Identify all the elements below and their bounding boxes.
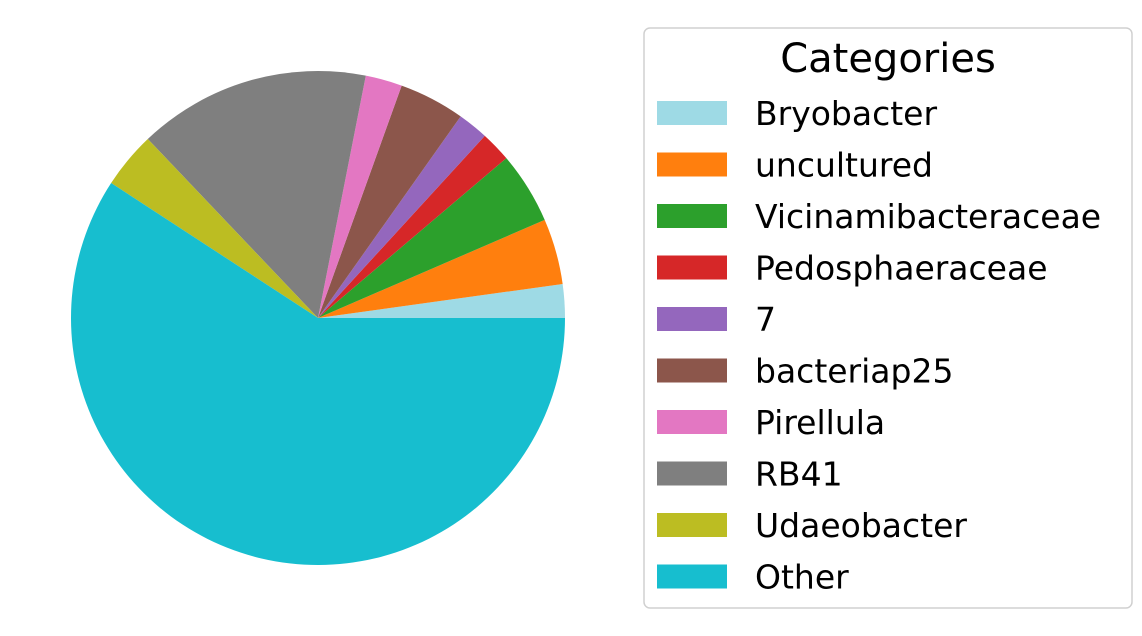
legend-swatch <box>657 513 727 537</box>
legend-label: Udaeobacter <box>755 506 967 545</box>
pie-slice-7 <box>318 116 485 319</box>
legend: Categories Bryobacter uncultured Vicinamib… <box>643 27 1133 609</box>
legend-swatch <box>657 564 727 589</box>
pie-slices <box>71 71 566 566</box>
legend-item-bacteriap25: bacteriap25 <box>657 352 953 391</box>
pie-slice-udaeobacter <box>111 139 318 318</box>
legend-item-pirellula: Pirellula <box>657 403 885 442</box>
legend-item-udaeobacter: Udaeobacter <box>657 506 967 545</box>
legend-item-vicinamibacteraceae: Vicinamibacteraceae <box>657 197 1101 236</box>
pie-slice-uncultured <box>318 219 563 318</box>
legend-swatch <box>657 101 727 125</box>
legend-swatch <box>657 461 727 486</box>
legend-label: uncultured <box>755 146 933 185</box>
legend-title: Categories <box>780 36 996 82</box>
legend-item-pedosphaeraceae: Pedosphaeraceae <box>657 249 1048 288</box>
pie-slice-vicinamibacteraceae <box>318 158 545 318</box>
legend-label: Bryobacter <box>755 94 937 133</box>
legend-label: 7 <box>755 300 776 339</box>
legend-item-bryobacter: Bryobacter <box>657 94 937 133</box>
pie-slice-rb41 <box>147 71 366 318</box>
legend-item-7: 7 <box>657 300 776 339</box>
legend-items: Bryobacter uncultured Vicinamibacteraceae P… <box>657 94 1101 597</box>
legend-swatch <box>657 307 727 331</box>
pie-slice-pedosphaeraceae <box>318 135 507 318</box>
legend-swatch <box>657 152 727 177</box>
legend-item-rb41: RB41 <box>657 455 843 494</box>
legend-frame <box>643 27 1133 609</box>
legend-label: Pedosphaeraceae <box>755 249 1048 288</box>
legend-swatch <box>657 358 727 383</box>
legend-swatch <box>657 410 727 434</box>
legend-item-other: Other <box>657 558 849 597</box>
pie-slice-pirellula <box>318 75 402 318</box>
legend-label: Other <box>755 558 849 597</box>
legend-swatch <box>657 204 727 228</box>
pie-slice-bacteriap25 <box>318 85 461 318</box>
legend-swatch <box>657 255 727 280</box>
legend-label: Vicinamibacteraceae <box>755 197 1101 236</box>
legend-label: RB41 <box>755 455 843 494</box>
pie-slice-bryobacter <box>318 283 565 318</box>
legend-item-uncultured: uncultured <box>657 146 933 185</box>
pie-slice-other <box>71 183 566 566</box>
legend-label: Pirellula <box>755 403 885 442</box>
legend-label: bacteriap25 <box>755 352 953 391</box>
